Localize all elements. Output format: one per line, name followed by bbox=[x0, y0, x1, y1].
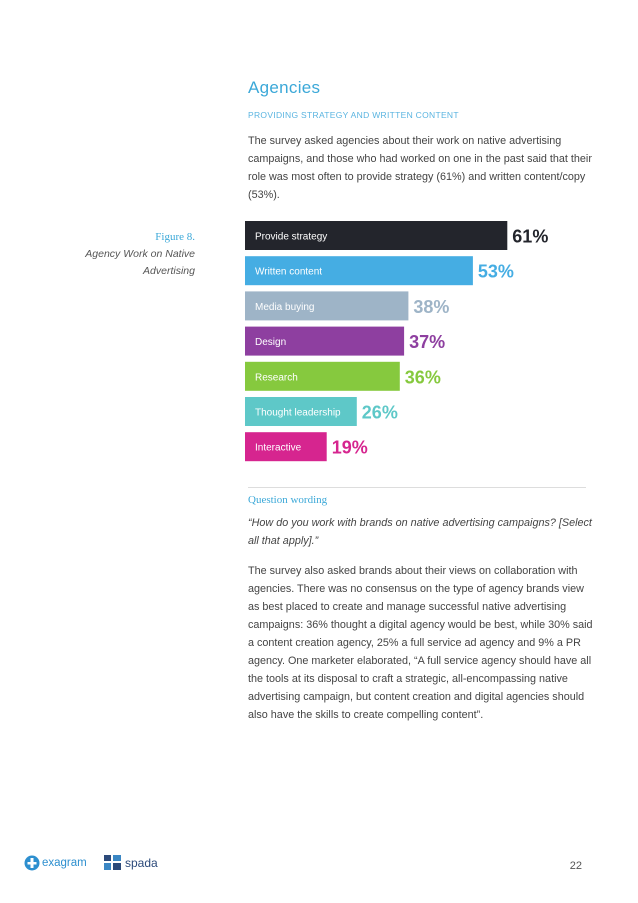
exagram-logo: exagram bbox=[24, 855, 87, 871]
footer: exagram spada bbox=[0, 855, 638, 885]
bar-interactive bbox=[245, 432, 327, 462]
question-wording-heading: Question wording bbox=[248, 494, 328, 506]
spada-logo: spada bbox=[104, 855, 158, 870]
bar-category-label: Interactive bbox=[255, 443, 302, 454]
bar-category-label: Media buying bbox=[255, 302, 314, 313]
bar-category-label: Provide strategy bbox=[255, 232, 327, 243]
bar-category-label: Thought leadership bbox=[255, 408, 341, 419]
bar-thought-leadership bbox=[245, 397, 357, 426]
bar-design bbox=[245, 326, 405, 356]
figure-title-line-2: Advertising bbox=[143, 265, 195, 277]
intro-paragraph: The survey asked agencies about their wo… bbox=[248, 135, 592, 201]
figure-title: Agency Work on Native Advertising bbox=[55, 246, 195, 280]
bar-value-label: 19% bbox=[332, 438, 368, 458]
page-number: 22 bbox=[569, 860, 582, 872]
bar-media-buying bbox=[245, 291, 409, 321]
body-paragraph: The survey also asked brands about their… bbox=[248, 562, 593, 724]
figure-number: Figure 8. bbox=[155, 231, 195, 243]
bar-provide-strategy bbox=[245, 221, 508, 250]
bar-category-label: Design bbox=[255, 337, 286, 348]
bar-value-label: 36% bbox=[405, 367, 441, 387]
bar-value-label: 38% bbox=[413, 297, 449, 317]
bar-value-label: 61% bbox=[512, 227, 548, 247]
figure-caption: Figure 8. Agency Work on Native Advertis… bbox=[55, 228, 195, 280]
bar-research bbox=[245, 361, 400, 391]
body-paragraph-text: The survey also asked brands about their… bbox=[248, 565, 593, 721]
spada-logo-text: spada bbox=[125, 855, 158, 870]
section-subtitle: PROVIDING STRATEGY AND WRITTEN CONTENT bbox=[248, 110, 459, 120]
bar-value-label: 26% bbox=[362, 403, 398, 423]
bar-chart: Provide strategy 61% Written content 53% Med… bbox=[245, 221, 548, 462]
bar-category-label: Research bbox=[255, 372, 298, 383]
exagram-logo-icon bbox=[24, 855, 40, 871]
bar-category-label: Written content bbox=[255, 267, 322, 278]
section-divider bbox=[248, 487, 586, 488]
exagram-logo-text: exagram bbox=[42, 857, 87, 869]
section-title: Agencies bbox=[248, 78, 321, 97]
bar-value-label: 53% bbox=[478, 262, 514, 282]
spada-logo-icon bbox=[104, 855, 121, 870]
bar-written-content bbox=[245, 256, 473, 286]
figure-title-line-1: Agency Work on Native bbox=[85, 248, 195, 260]
question-wording-quote: “How do you work with brands on native a… bbox=[248, 517, 592, 547]
bar-value-label: 37% bbox=[409, 332, 445, 352]
